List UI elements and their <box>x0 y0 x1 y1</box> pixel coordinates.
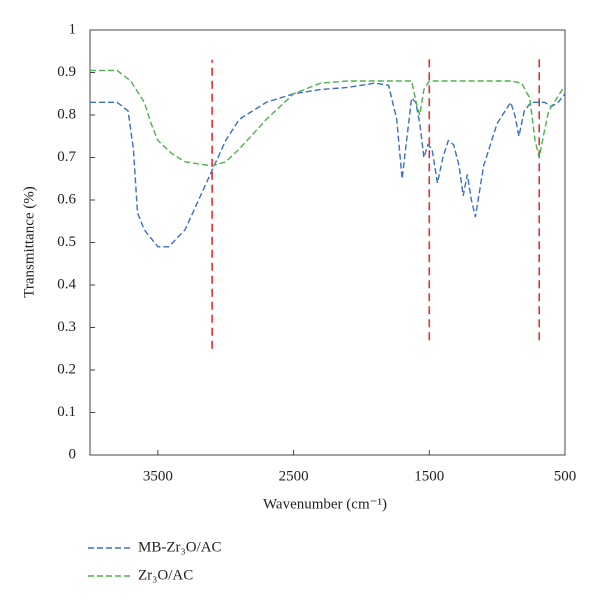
y-tick-label: 0.5 <box>57 234 76 250</box>
legend-label: Zr₃O/AC <box>138 567 193 583</box>
y-tick-label: 0.4 <box>57 276 76 292</box>
y-tick-label: 0.7 <box>57 149 76 165</box>
x-tick-label: 2500 <box>279 468 309 484</box>
x-tick-label: 3500 <box>143 468 173 484</box>
y-tick-label: 1 <box>69 21 77 37</box>
legend-label: MB-Zr₃O/AC <box>138 539 222 555</box>
x-tick-label: 500 <box>554 468 577 484</box>
y-axis-label: Transmittance (%) <box>21 186 37 298</box>
y-tick-label: 0.2 <box>57 361 76 377</box>
y-tick-label: 0.8 <box>57 106 76 122</box>
y-tick-label: 0.6 <box>57 191 76 207</box>
y-tick-label: 0.1 <box>57 404 76 420</box>
x-tick-label: 1500 <box>414 468 444 484</box>
series-line <box>90 82 566 248</box>
y-tick-label: 0.9 <box>57 64 76 80</box>
series-line <box>90 69 566 167</box>
plot-frame <box>89 29 566 456</box>
y-tick-label: 0.3 <box>57 319 76 335</box>
y-tick-label: 0 <box>69 446 77 462</box>
x-axis-label: Wavenumber (cm⁻¹) <box>263 496 387 512</box>
